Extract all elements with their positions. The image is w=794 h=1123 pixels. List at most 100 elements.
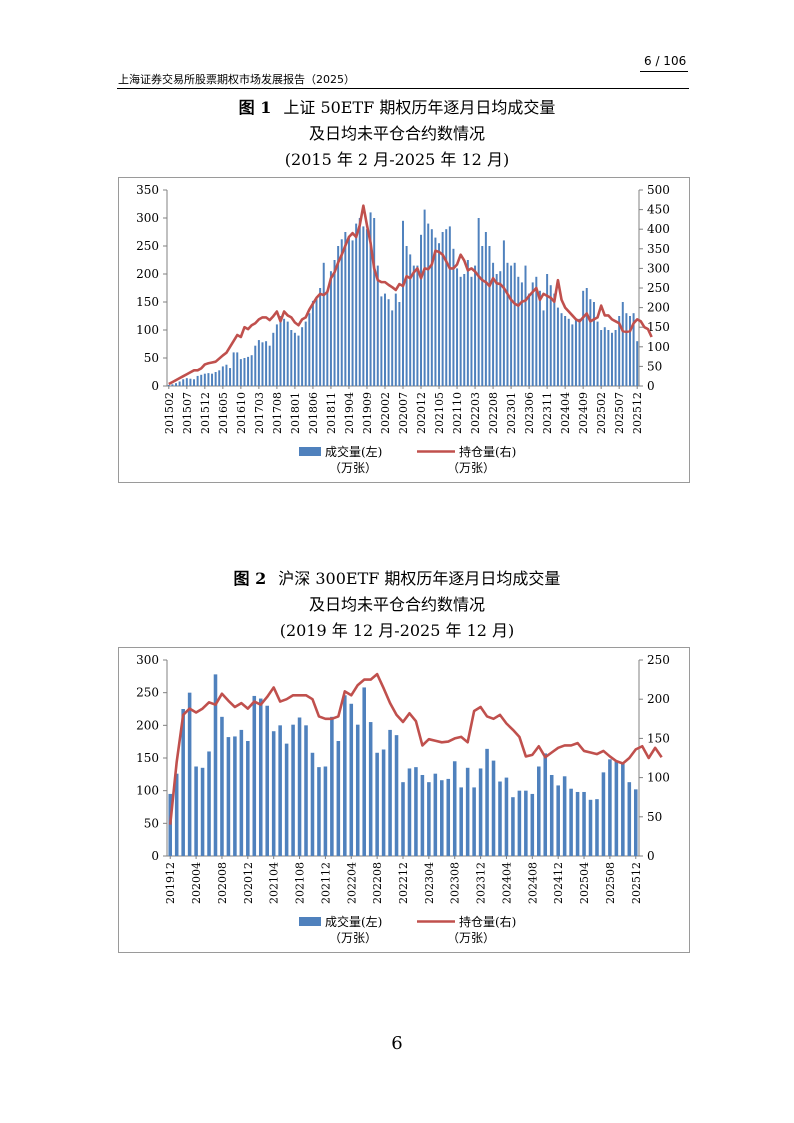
left-tick-label: 50	[144, 351, 159, 365]
volume-bar-202302	[513, 262, 516, 386]
x-tick-label: 202304	[423, 862, 436, 904]
volume-bar-202412	[556, 785, 560, 856]
volume-bar-202102	[258, 698, 263, 856]
volume-bar-202310	[542, 310, 545, 386]
left-tick-label: 300	[136, 211, 159, 225]
x-tick-label: 201904	[343, 392, 356, 434]
volume-bar-201611	[243, 358, 246, 386]
volume-bar-201706	[268, 345, 271, 386]
figure-1-title: 图 1 上证 50ETF 期权历年逐月日均成交量 及日均未平仓合约数情况 (201…	[0, 95, 794, 173]
figure-1-title-line-1: 图 1 上证 50ETF 期权历年逐月日均成交量	[238, 98, 556, 117]
volume-bar-202103	[430, 229, 433, 386]
right-tick-label: 250	[647, 281, 670, 295]
left-tick-label: 200	[136, 267, 159, 281]
left-tick-label: 100	[136, 784, 159, 798]
volume-bar-202406	[517, 790, 522, 856]
volume-bar-201508	[189, 378, 192, 386]
x-tick-label: 202404	[559, 392, 572, 434]
volume-bar-201601	[207, 373, 210, 386]
volume-bar-202411	[549, 774, 554, 856]
x-tick-label: 202105	[433, 392, 446, 434]
volume-bar-202203	[474, 265, 477, 386]
legend-volume-label: 成交量(左)	[325, 914, 382, 929]
volume-bar-202209	[495, 274, 498, 386]
volume-bar-202408	[530, 793, 535, 856]
volume-bar-201810	[326, 290, 329, 386]
x-tick-label: 202507	[613, 392, 626, 434]
legend-oi-label: 持仓量(右)	[459, 914, 516, 929]
volume-bar-202405	[511, 797, 515, 856]
volume-bar-201506	[182, 379, 185, 386]
volume-bar-201705	[265, 341, 268, 386]
volume-bar-201701	[250, 355, 253, 386]
volume-bar-202403	[498, 781, 502, 856]
volume-bar-202110	[310, 752, 315, 856]
left-tick-label: 150	[136, 295, 159, 309]
x-tick-label: 201502	[163, 392, 176, 434]
volume-bar-202010	[233, 736, 237, 856]
right-tick-label: 150	[647, 320, 670, 334]
volume-bar-202311	[472, 787, 476, 856]
left-tick-label: 250	[136, 686, 159, 700]
volume-bar-202212	[401, 782, 405, 856]
x-tick-label: 201605	[217, 392, 230, 434]
x-tick-label: 201703	[253, 392, 266, 434]
volume-bar-202108	[448, 226, 451, 386]
volume-bar-202508	[621, 302, 624, 386]
volume-bar-201801	[293, 332, 296, 386]
volume-bar-201910	[369, 212, 372, 386]
volume-bar-202206	[484, 232, 487, 386]
volume-bar-201502	[167, 384, 170, 386]
volume-bar-202008	[220, 716, 224, 856]
volume-bar-202012	[420, 234, 423, 386]
figure-1-label: 图 1	[238, 98, 272, 117]
right-tick-label: 500	[647, 183, 670, 197]
right-tick-label: 200	[647, 692, 670, 706]
volume-bar-202409	[582, 290, 585, 386]
x-tick-label: 201806	[307, 392, 320, 434]
legend-oi-label: 持仓量(右)	[459, 444, 516, 459]
volume-bar-201905	[351, 240, 354, 386]
volume-bar-202302	[414, 767, 418, 856]
volume-bar-201912	[168, 793, 173, 856]
x-tick-label: 202204	[345, 862, 358, 904]
volume-bar-201610	[239, 359, 242, 386]
volume-bar-201703	[257, 340, 260, 386]
volume-bar-202112	[323, 766, 328, 856]
volume-bar-202412	[592, 302, 595, 386]
volume-bar-201712	[290, 330, 293, 386]
volume-bar-202105	[438, 243, 441, 386]
volume-bar-202312	[478, 768, 483, 856]
volume-bar-202009	[409, 254, 412, 386]
x-tick-label: 202409	[577, 392, 590, 434]
volume-bar-202011	[416, 265, 419, 386]
volume-bar-202309	[538, 290, 541, 386]
left-tick-label: 250	[136, 239, 159, 253]
volume-bar-202208	[375, 752, 379, 856]
volume-bar-201803	[301, 327, 304, 386]
left-tick-label: 200	[136, 718, 159, 732]
volume-bar-202001	[380, 296, 383, 386]
volume-bar-202112	[463, 274, 466, 386]
x-tick-label: 202408	[526, 862, 539, 904]
open-interest-line	[168, 672, 663, 825]
x-tick-label: 202212	[397, 862, 410, 904]
volume-bar-201802	[297, 335, 300, 386]
volume-bar-202402	[556, 307, 559, 386]
volume-bar-201812	[333, 260, 336, 386]
header-page-indicator: 6 / 106	[644, 54, 687, 68]
volume-bar-202410	[585, 288, 588, 386]
volume-bar-201901	[337, 246, 340, 386]
legend-volume-swatch	[299, 447, 321, 456]
volume-bar-202204	[349, 703, 354, 856]
volume-bar-201602	[211, 373, 214, 386]
header-rule-short	[640, 71, 688, 72]
volume-bar-202504	[582, 791, 586, 856]
volume-bar-202111	[459, 276, 462, 386]
volume-bar-202104	[271, 731, 276, 856]
volume-bar-202311	[546, 274, 549, 386]
figure-1-chart: 0 50 100 150 200 250 300 350 0 50 100 150 200 250 300 3…	[118, 177, 690, 483]
volume-bar-202210	[499, 271, 502, 386]
x-tick-label: 202508	[604, 862, 617, 904]
volume-bar-202304	[520, 282, 523, 386]
